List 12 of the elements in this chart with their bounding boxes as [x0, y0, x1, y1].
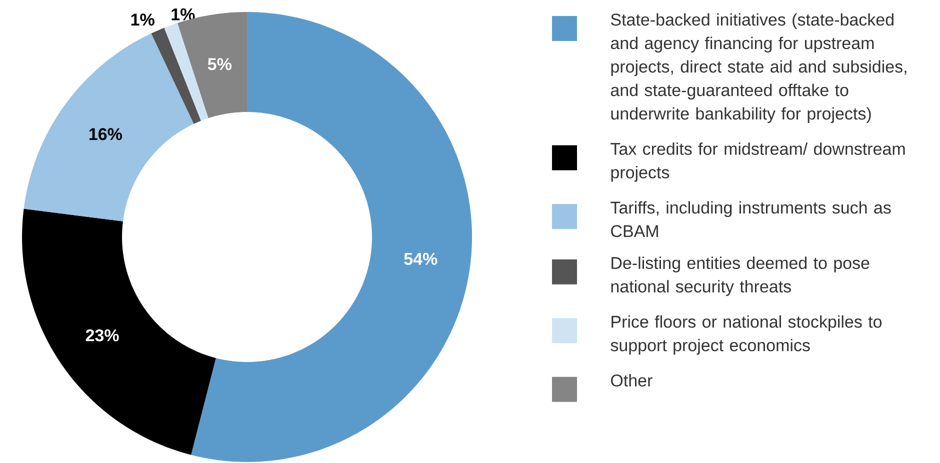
legend-label: Tariffs, including instruments such as CBAM — [610, 201, 891, 238]
data-label: 23% — [86, 329, 119, 342]
legend-label: State-backed initiatives (state-backed and agency financing for upstream projects, direct state aid and subsidies, and state-guaranteed offtake to underwrite bankability for projects) — [610, 13, 906, 124]
data-label: 5% — [208, 58, 232, 70]
legend-label: Price floors or national stockpiles to support project economics — [610, 315, 882, 355]
data-label: 1% — [131, 14, 154, 26]
data-label: 16% — [89, 128, 122, 140]
data-label: 1% — [172, 8, 195, 20]
legend-label: De-listing entities deemed to pose national security threats — [611, 256, 870, 296]
legend-label: Tax credits for midstream/ downstream projects — [610, 142, 905, 182]
legend-label: Other — [611, 374, 652, 387]
data-label: 54% — [404, 252, 438, 265]
